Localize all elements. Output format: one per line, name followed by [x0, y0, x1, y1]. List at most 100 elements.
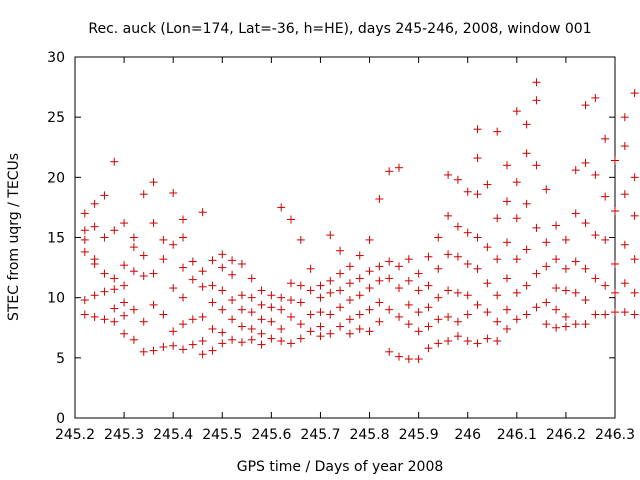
data-point: [591, 170, 600, 179]
data-point: [611, 259, 619, 268]
data-point: [620, 279, 629, 288]
data-point: [316, 332, 325, 341]
x-tick-label: 246.1: [497, 427, 537, 443]
data-point: [493, 336, 502, 345]
data-point: [90, 199, 99, 208]
x-tick-label: 245.8: [349, 427, 389, 443]
data-point: [512, 214, 521, 223]
data-point: [444, 250, 453, 259]
data-point: [503, 197, 511, 206]
y-tick-label: 10: [47, 291, 65, 307]
data-point: [375, 276, 384, 285]
data-point: [611, 156, 619, 165]
data-point: [591, 93, 600, 102]
data-point: [316, 293, 325, 302]
data-point: [463, 187, 472, 196]
data-point: [542, 185, 551, 194]
data-point: [228, 315, 237, 324]
data-point: [453, 288, 462, 297]
data-point: [512, 255, 521, 264]
data-point: [395, 262, 403, 271]
data-point: [139, 317, 148, 326]
data-point: [503, 305, 511, 314]
y-axis-label: STEC from uqrg / TECUs: [6, 153, 22, 321]
data-point: [424, 252, 433, 261]
data-point: [483, 243, 492, 252]
data-point: [375, 262, 384, 271]
data-point: [179, 215, 187, 224]
data-point: [129, 305, 138, 314]
data-point: [620, 190, 629, 199]
data-point: [493, 291, 502, 300]
data-point: [277, 324, 286, 333]
data-point: [434, 315, 443, 324]
data-point: [100, 191, 109, 200]
data-point: [237, 259, 246, 268]
data-point: [139, 190, 148, 199]
data-point: [247, 274, 256, 283]
data-point: [601, 235, 610, 244]
data-point: [395, 312, 403, 321]
data-point: [561, 264, 570, 273]
data-point: [483, 279, 492, 288]
data-point: [120, 329, 129, 338]
data-point: [149, 219, 158, 228]
data-point: [169, 284, 178, 293]
data-point: [522, 245, 531, 254]
data-point: [287, 215, 295, 224]
data-point: [630, 173, 639, 182]
data-point: [159, 310, 168, 319]
y-axis: 0 5 10 15 20 25 30: [47, 50, 615, 427]
data-point: [375, 317, 384, 326]
data-point: [620, 240, 629, 249]
data-point: [395, 352, 403, 361]
data-point: [522, 120, 531, 129]
data-point: [228, 270, 237, 279]
data-point: [473, 154, 482, 163]
data-point: [473, 190, 482, 199]
data-point: [316, 308, 325, 317]
data-point: [326, 288, 335, 297]
data-point: [247, 324, 256, 333]
data-point: [571, 166, 580, 175]
data-point: [237, 291, 246, 300]
data-point: [287, 279, 295, 288]
data-point: [169, 341, 178, 350]
data-point: [218, 339, 227, 348]
data-point: [424, 281, 433, 290]
data-point: [198, 267, 207, 276]
data-point: [532, 78, 541, 87]
x-tick-label: 245.5: [202, 427, 242, 443]
data-point: [100, 315, 109, 324]
data-point: [493, 255, 502, 264]
data-point: [247, 335, 256, 344]
data-point: [345, 279, 354, 288]
data-point: [188, 340, 197, 349]
data-point: [257, 315, 266, 324]
data-point: [620, 308, 629, 317]
data-point: [218, 286, 227, 295]
data-point: [110, 304, 119, 313]
data-point: [120, 311, 129, 320]
data-point: [591, 310, 600, 319]
data-point: [80, 209, 89, 218]
data-point: [355, 310, 364, 319]
data-point: [503, 324, 511, 333]
data-point: [218, 250, 227, 259]
data-point: [267, 291, 276, 300]
data-point: [208, 324, 217, 333]
data-point: [453, 175, 462, 184]
data-point: [395, 163, 403, 172]
data-point: [326, 310, 335, 319]
data-point: [80, 235, 89, 244]
data-point: [159, 235, 168, 244]
data-point: [620, 142, 629, 151]
data-point: [267, 317, 276, 326]
data-point: [277, 305, 286, 314]
data-point: [90, 222, 99, 231]
data-point: [385, 257, 394, 266]
data-point: [110, 317, 119, 326]
data-point: [198, 336, 207, 345]
data-point: [473, 264, 482, 273]
